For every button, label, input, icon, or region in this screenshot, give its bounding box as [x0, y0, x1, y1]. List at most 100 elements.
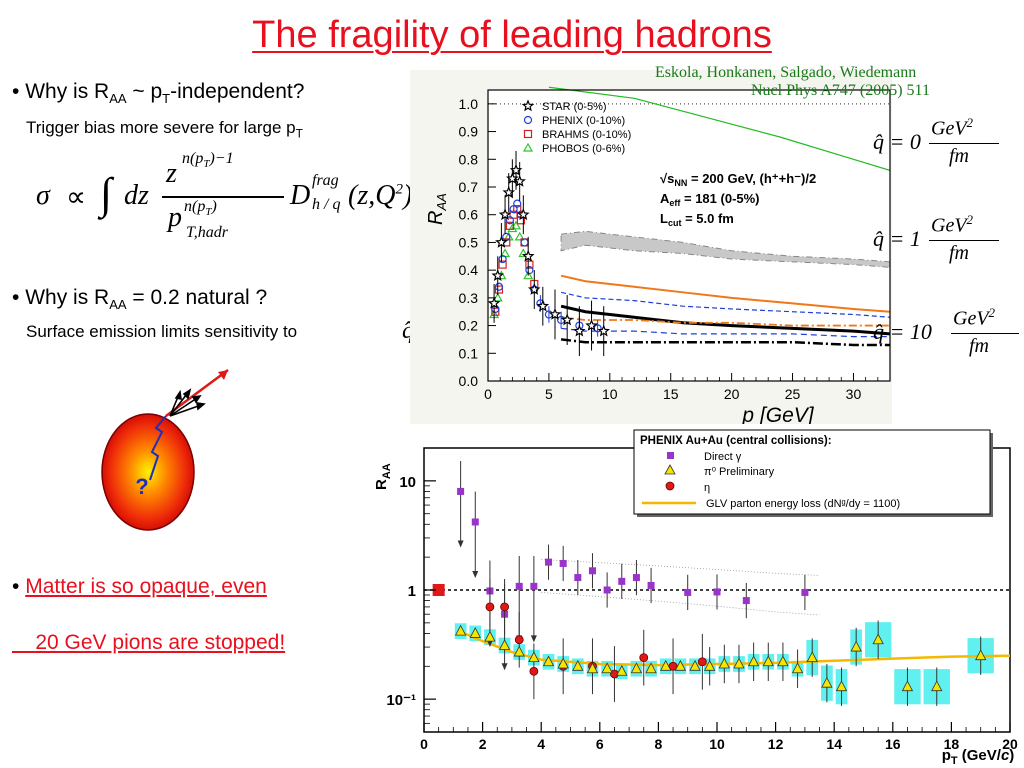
pi0-point [901, 680, 914, 692]
x-tick-label: 15 [663, 386, 679, 402]
pi0-point [454, 624, 467, 636]
eta-point [514, 635, 524, 645]
pi0-point [931, 680, 943, 692]
note-trigger-bias: Trigger bias more severe for large pT [26, 118, 303, 140]
phenix-point [513, 199, 522, 208]
pi0-point [850, 640, 862, 652]
star-point [527, 282, 541, 295]
legend-entry: STAR (0-5%) [542, 101, 607, 113]
black-dashdot-curve [560, 338, 890, 347]
annotation-lcut: Lcut = 5.0 fm [660, 211, 734, 228]
qhat-denominator: fm [949, 242, 969, 264]
fraction-bar [162, 196, 284, 198]
y-tick-label: 1.0 [459, 96, 479, 112]
pi0-point [630, 662, 643, 674]
note-subscript: T [295, 126, 303, 141]
brahms-point [525, 260, 534, 269]
phobos-point [523, 270, 534, 280]
x-tick-label: 14 [826, 736, 842, 752]
legend-entry: Direct γ [704, 451, 742, 463]
star-point [560, 313, 574, 326]
y-tick-label: 0.6 [459, 207, 479, 223]
bullet-subscript: AA [109, 297, 127, 313]
qhat-fraction-bar [929, 240, 999, 241]
pi0-point [542, 655, 555, 667]
x-tick-label: 10 [709, 736, 725, 752]
pi0-point [498, 639, 511, 650]
upper-limit-arrow [472, 571, 479, 579]
citation-authors: Eskola, Honkanen, Salgado, Wiedemann [655, 64, 917, 81]
legend-entry: π⁰ Preliminary [704, 466, 775, 478]
bullet-text: ~ p [126, 80, 163, 103]
pi0-point [777, 655, 789, 667]
pi0-point [528, 651, 540, 663]
y-tick-label: 10 [399, 474, 416, 491]
direct-gamma-point [559, 559, 567, 567]
bullet-text: Why is R [25, 80, 110, 103]
upper-limit-arrow [457, 540, 464, 548]
frag-superscript: frag [312, 172, 339, 189]
blue-dashed-curve-2 [561, 327, 890, 338]
brahms-point [513, 205, 522, 214]
question-mark: ? [135, 474, 148, 499]
brahms-point [505, 221, 515, 230]
qhat-numerator: GeV2 [953, 305, 996, 330]
pi0-point [674, 659, 687, 671]
arrow-head [218, 370, 228, 380]
x-tick-label: 0 [420, 736, 428, 752]
upper-limit-arrow [530, 635, 537, 643]
pi0-point [469, 627, 481, 638]
phobos-point [514, 231, 525, 241]
pi0-point [689, 659, 701, 671]
direct-gamma-point [588, 567, 596, 575]
bullet-marker: • [12, 286, 20, 309]
y-tick-label: 0.8 [459, 151, 479, 167]
bullet-text: Why is R [25, 286, 110, 309]
qhat-numerator: GeV2 [931, 115, 974, 140]
citation: Eskola, Honkanen, Salgado, Wiedemann Nuc… [655, 64, 995, 100]
star-point [585, 318, 598, 331]
denominator-p: p [168, 202, 182, 233]
star-point [597, 324, 611, 337]
dz-symbol: dz [124, 180, 149, 211]
frag-subscript: h / q [312, 196, 341, 213]
proportional-symbol: ∝ [66, 182, 87, 213]
orange-dashdot-curve [560, 316, 890, 327]
black-solid-curve [560, 304, 891, 336]
legend-marker-pi0 [664, 464, 676, 475]
y-tick-label: 0.5 [459, 234, 479, 250]
qhat-fraction-bar [929, 143, 999, 144]
qhat-lhs: q̂ = 10 [873, 319, 932, 344]
nucleus-sketch: ? [101, 368, 229, 531]
direct-gamma-band-lower [541, 592, 820, 616]
numerator-exponent: n(pT)−1 [182, 150, 234, 171]
x-tick-label: 2 [479, 736, 487, 752]
star-point [521, 99, 535, 112]
bullet-rpt-independent: • Why is RAA ~ pT-independent? [12, 80, 304, 106]
y-tick-label: 0.3 [459, 290, 479, 306]
slide-title: The fragility of leading hadrons [252, 14, 772, 56]
citation-journal: Nucl Phys A747 (2005) 511 [751, 82, 930, 99]
x-tick-label: 20 [1002, 736, 1018, 752]
phenix-point [509, 205, 518, 214]
annotation-energy: √sNN = 200 GeV, (h⁺+h⁻)/2 [660, 171, 816, 188]
qhat-lhs: q̂ = 0 [873, 129, 921, 154]
y-tick-label: 1 [408, 583, 416, 600]
bullet-text-line2: 20 GeV pions are stopped! [35, 631, 286, 654]
x-tick-label: 6 [596, 736, 604, 752]
glv-curve [458, 629, 1011, 667]
pi0-point [733, 657, 745, 669]
parton-zigzag [149, 415, 167, 481]
qhat-numerator: GeV2 [931, 212, 974, 237]
sigma-symbol: σ [36, 180, 50, 211]
pi0-point [572, 659, 584, 671]
legend-box [633, 429, 991, 515]
x-tick-label: 5 [545, 386, 553, 402]
note-surface-emission: Surface emission limits sensitivity to [26, 322, 297, 342]
green-curve [548, 86, 891, 171]
bullet-subscript: AA [109, 91, 127, 107]
phenix-point [523, 115, 533, 125]
direct-gamma-point [632, 574, 640, 582]
frag-arguments: (z,Q2) [348, 180, 413, 211]
